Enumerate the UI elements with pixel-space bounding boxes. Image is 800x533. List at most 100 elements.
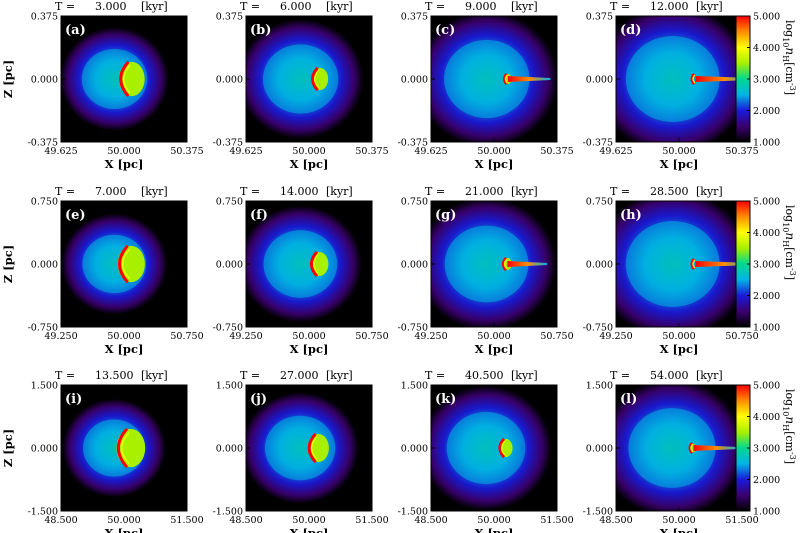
panel-letter: (b): [250, 23, 271, 38]
panel-title-prefix: T =: [610, 185, 630, 198]
y-tick-label: -1.500: [398, 507, 428, 518]
x-tick-label: 50.375: [725, 146, 758, 157]
colorbar-label-part: ]: [783, 460, 796, 464]
panel-letter: (g): [435, 208, 456, 223]
y-tick-label: 1.500: [586, 381, 613, 392]
shock-front: [498, 437, 506, 459]
x-tick-label: 49.625: [44, 146, 77, 157]
y-axis-label: Z [pc]: [1, 429, 15, 467]
colorbar-tick-label: 1.000: [753, 507, 780, 518]
y-tick-label: -1.500: [583, 507, 613, 518]
colorbar-tick-label: 4.000: [753, 228, 780, 239]
panel-letter: (c): [435, 23, 455, 38]
x-tick-label: 51.500: [355, 515, 388, 526]
colorbar-label-part: 10: [781, 406, 790, 416]
y-tick-label: 0.000: [401, 75, 428, 86]
x-tick-label: 48.500: [44, 515, 77, 526]
panel-l: T = 54.000 [kyr] (l) 48.500 50.000 51.500 1.500…: [583, 369, 759, 533]
y-tick-label: -0.750: [213, 323, 243, 334]
y-tick-label: 0.000: [216, 75, 243, 86]
panel-title-unit: [kyr]: [141, 0, 168, 13]
panel-title-unit: [kyr]: [511, 0, 538, 13]
x-axis-label: X [pc]: [105, 526, 144, 533]
x-tick-label: 50.000: [292, 331, 325, 342]
x-tick-label: 50.000: [292, 146, 325, 157]
y-tick-label: -1.500: [28, 507, 58, 518]
x-tick-label: 51.500: [170, 515, 203, 526]
panel-a: T = 3.000 [kyr] (a) 49.625 50.000 50.375 0.375 0…: [1, 0, 204, 171]
x-tick-label: 50.375: [170, 146, 203, 157]
panel-letter: (i): [65, 392, 82, 407]
x-tick-label: 49.625: [414, 146, 447, 157]
panel-h: T = 28.500 [kyr] (h) 49.250 50.000 50.750 0.750…: [583, 185, 759, 356]
x-axis-label: X [pc]: [475, 157, 514, 171]
colorbar-tick-label: 5.000: [753, 197, 780, 208]
colorbar-label-part: -3: [788, 452, 797, 460]
colorbar-label-part: log: [783, 20, 796, 37]
panel-b: T = 6.000 [kyr] (b) 49.625 50.000 50.375 0.375 0…: [213, 0, 389, 171]
panel-j: T = 27.000 [kyr] (j) 48.500 50.000 51.500 1.500…: [213, 369, 389, 533]
colorbar-label: log10nH[cm-3]: [781, 20, 797, 95]
x-axis-label: X [pc]: [475, 342, 514, 356]
panel-title-time: 40.500: [465, 369, 504, 382]
colorbar-label-part: log: [783, 389, 796, 406]
density-map: [431, 201, 557, 327]
tail: [507, 261, 548, 267]
colorbar-tick-label: 3.000: [753, 75, 780, 86]
x-tick-label: 49.250: [599, 331, 632, 342]
shock-front: [307, 432, 317, 464]
tail: [507, 76, 551, 82]
x-tick-label: 48.500: [414, 515, 447, 526]
colorbar-tick-label: 4.000: [753, 412, 780, 423]
shock-front: [311, 66, 319, 92]
x-tick-label: 50.750: [540, 331, 573, 342]
panel-letter: (f): [250, 208, 268, 223]
panel-title-prefix: T =: [240, 369, 260, 382]
x-axis-label: X [pc]: [105, 342, 144, 356]
colorbar-label-part: -3: [788, 268, 797, 276]
colorbar-tick-label: 1.000: [753, 138, 780, 149]
x-tick-label: 48.500: [229, 515, 262, 526]
globule: [118, 61, 145, 97]
x-axis-label: X [pc]: [660, 157, 699, 171]
panel-letter: (k): [435, 392, 456, 407]
panel-title-unit: [kyr]: [326, 0, 353, 13]
panel-title-unit: [kyr]: [141, 369, 168, 382]
x-tick-label: 50.000: [107, 331, 140, 342]
panel-title-time: 12.000: [650, 0, 689, 13]
colorbar-label-part: log: [783, 205, 796, 222]
y-tick-label: 0.750: [586, 197, 613, 208]
x-tick-label: 50.000: [662, 331, 695, 342]
density-map: [61, 16, 187, 142]
colorbar: 5.000 4.000 3.000 2.000 1.000 log10nH[cm-3]: [735, 197, 797, 334]
panel-title-prefix: T =: [425, 185, 445, 198]
colorbar-tick-label: 3.000: [753, 260, 780, 271]
panel-title-prefix: T =: [425, 0, 445, 13]
y-tick-label: 0.000: [401, 260, 428, 271]
panel-letter: (a): [65, 23, 86, 38]
shock-front: [119, 60, 130, 98]
panel-title-unit: [kyr]: [511, 185, 538, 198]
colorbar-tick-label: 3.000: [753, 444, 780, 455]
colorbar: 5.000 4.000 3.000 2.000 1.000 log10nH[cm-3]: [735, 12, 797, 149]
panel-title-prefix: T =: [240, 0, 260, 13]
y-tick-label: 0.000: [216, 444, 243, 455]
tail: [695, 261, 742, 267]
panel-d: T = 12.000 [kyr] (d) 49.625 50.000 50.375 0.375…: [583, 0, 759, 171]
panel-letter: (j): [250, 392, 267, 407]
panel-title-time: 27.000: [280, 369, 319, 382]
density-map: [616, 385, 742, 511]
panel-title-time: 21.000: [465, 185, 504, 198]
x-tick-label: 50.000: [477, 515, 510, 526]
x-tick-label: 49.250: [229, 331, 262, 342]
x-tick-label: 50.000: [662, 146, 695, 157]
colorbar-tick-label: 2.000: [753, 475, 780, 486]
panel-title-unit: [kyr]: [511, 369, 538, 382]
x-tick-label: 51.500: [725, 515, 758, 526]
tail: [693, 445, 739, 451]
density-map: [431, 385, 557, 511]
y-tick-label: -0.375: [398, 138, 428, 149]
y-axis-label: Z [pc]: [1, 60, 15, 98]
colorbar-label: log10nH[cm-3]: [781, 205, 797, 280]
